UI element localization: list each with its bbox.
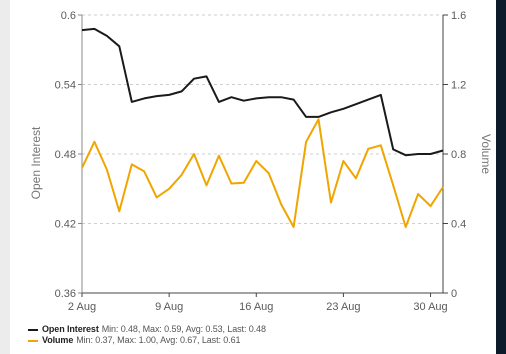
right-tick-label: 0	[451, 288, 457, 300]
left-tick-label: 0.6	[61, 10, 76, 22]
right-panel-edge	[496, 0, 506, 354]
left-tick-label: 0.42	[55, 219, 76, 231]
legend-swatch-open-interest	[28, 328, 38, 331]
x-tick-label: 30 Aug	[413, 301, 447, 313]
x-tick-label: 9 Aug	[155, 301, 183, 313]
grid-lines	[82, 14, 443, 224]
x-tick-label: 16 Aug	[239, 301, 273, 313]
right-axis-title: Volume	[479, 134, 493, 174]
series-line-volume	[81, 118, 444, 228]
x-tick-label: 23 Aug	[326, 301, 360, 313]
legend-item-volume[interactable]: Volume Min: 0.37, Max: 1.00, Avg: 0.67, …	[28, 335, 266, 346]
legend-swatch-volume	[28, 339, 38, 342]
legend-item-open-interest[interactable]: Open Interest Min: 0.48, Max: 0.59, Avg:…	[28, 324, 266, 335]
right-tick-label: 1.6	[451, 10, 466, 22]
series-line-open-interest	[81, 27, 444, 157]
series-layer	[81, 27, 444, 228]
right-tick-label: 1.2	[451, 80, 466, 92]
legend: Open Interest Min: 0.48, Max: 0.59, Avg:…	[28, 324, 266, 346]
legend-stats-volume: Min: 0.37, Max: 1.00, Avg: 0.67, Last: 0…	[76, 335, 241, 345]
left-tick-label: 0.48	[55, 149, 76, 161]
x-tick-label: 2 Aug	[68, 301, 96, 313]
left-tick-label: 0.54	[55, 80, 76, 92]
left-axis-ticks: 0.36 0.42 0.48 0.54 0.6	[55, 10, 82, 300]
x-axis-ticks: 2 Aug 9 Aug 16 Aug 23 Aug 30 Aug	[68, 293, 448, 313]
legend-stats-open-interest: Min: 0.48, Max: 0.59, Avg: 0.53, Last: 0…	[101, 324, 266, 334]
legend-label-volume: Volume	[42, 335, 74, 345]
left-tick-label: 0.36	[55, 288, 76, 300]
legend-label-open-interest: Open Interest	[42, 324, 99, 334]
right-axis-ticks: 0 0.4 0.8 1.2 1.6	[443, 10, 466, 300]
right-tick-label: 0.4	[451, 219, 466, 231]
left-panel-edge	[0, 0, 10, 354]
left-axis-title: Open Interest	[29, 126, 43, 199]
right-tick-label: 0.8	[451, 149, 466, 161]
